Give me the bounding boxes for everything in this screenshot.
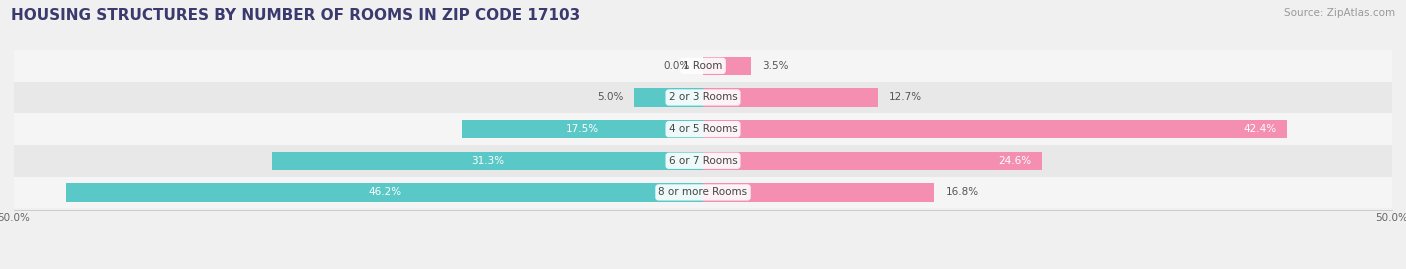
Text: 3.5%: 3.5%: [762, 61, 789, 71]
Bar: [66, 183, 703, 201]
Text: 42.4%: 42.4%: [1243, 124, 1277, 134]
Text: 4 or 5 Rooms: 4 or 5 Rooms: [669, 124, 737, 134]
Text: 1 Room: 1 Room: [683, 61, 723, 71]
Text: 6 or 7 Rooms: 6 or 7 Rooms: [669, 156, 737, 166]
Text: 46.2%: 46.2%: [368, 187, 401, 197]
Bar: [14, 176, 1392, 208]
Bar: [703, 152, 1042, 170]
Text: 12.7%: 12.7%: [889, 93, 922, 102]
Bar: [271, 152, 703, 170]
Bar: [14, 82, 1392, 113]
Bar: [703, 183, 935, 201]
Bar: [14, 113, 1392, 145]
Text: 31.3%: 31.3%: [471, 156, 503, 166]
Text: Source: ZipAtlas.com: Source: ZipAtlas.com: [1284, 8, 1395, 18]
Text: 2 or 3 Rooms: 2 or 3 Rooms: [669, 93, 737, 102]
Text: 5.0%: 5.0%: [596, 93, 623, 102]
Bar: [461, 120, 703, 138]
Bar: [703, 88, 877, 107]
Bar: [14, 145, 1392, 176]
Text: 24.6%: 24.6%: [998, 156, 1031, 166]
Bar: [634, 88, 703, 107]
Text: 8 or more Rooms: 8 or more Rooms: [658, 187, 748, 197]
Bar: [703, 120, 1288, 138]
Text: HOUSING STRUCTURES BY NUMBER OF ROOMS IN ZIP CODE 17103: HOUSING STRUCTURES BY NUMBER OF ROOMS IN…: [11, 8, 581, 23]
Text: 0.0%: 0.0%: [664, 61, 689, 71]
Text: 16.8%: 16.8%: [945, 187, 979, 197]
Bar: [703, 57, 751, 75]
Text: 17.5%: 17.5%: [565, 124, 599, 134]
Bar: [14, 50, 1392, 82]
